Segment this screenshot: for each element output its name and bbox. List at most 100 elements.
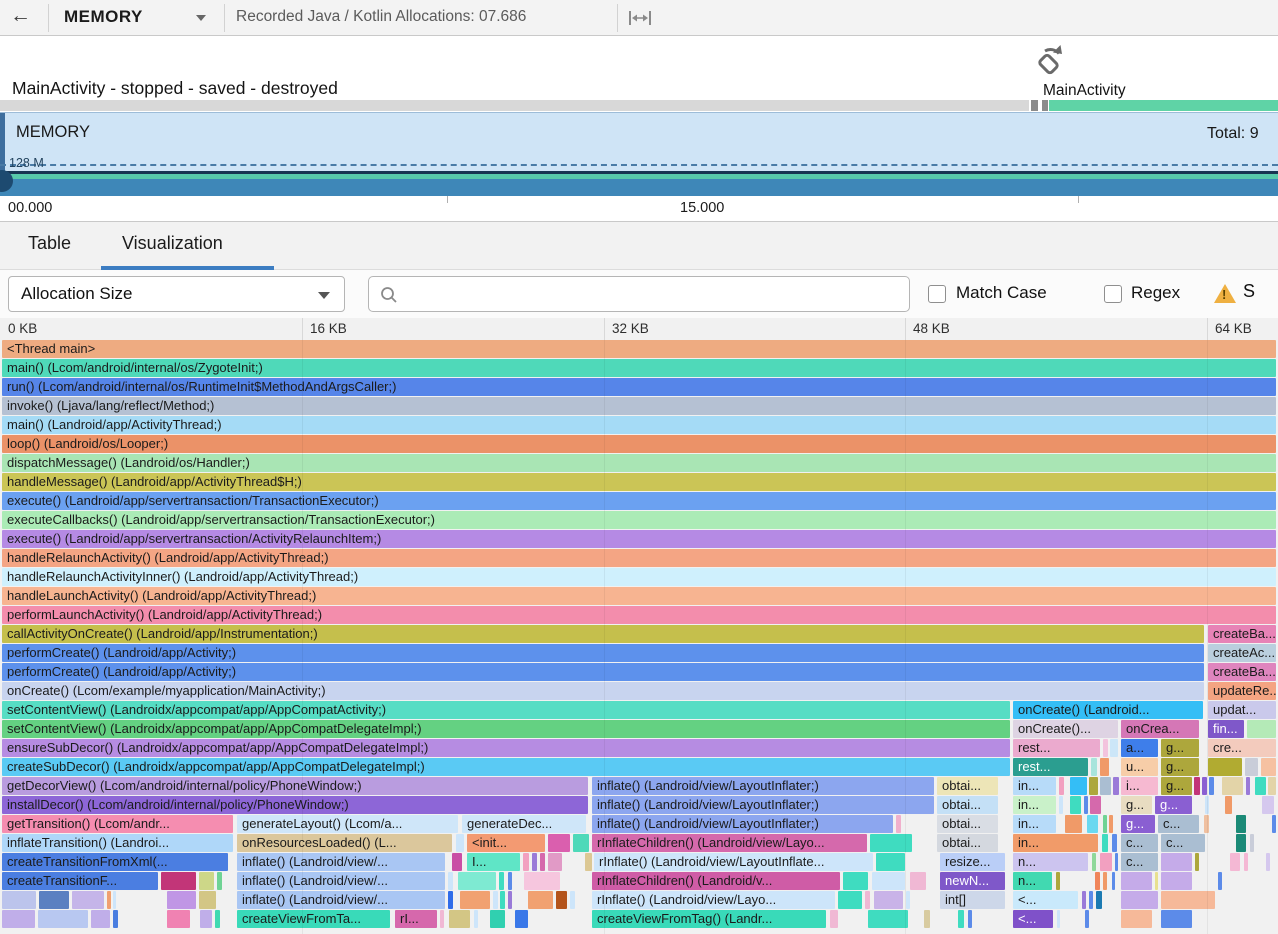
flame-segment[interactable]: rInflate() (Landroid/view/Layo... — [592, 891, 835, 909]
flame-segment[interactable]: getTransition() (Lcom/andr... — [2, 815, 233, 833]
flame-segment[interactable]: rInflate() (Landroid/view/LayoutInflate.… — [594, 853, 873, 871]
flame-segment[interactable]: createTransitionFromXml(... — [2, 853, 228, 871]
flame-sliver[interactable] — [1100, 758, 1109, 776]
tab-visualization[interactable]: Visualization — [122, 233, 223, 253]
flame-sliver[interactable] — [1247, 720, 1276, 738]
flame-segment[interactable]: cre... — [1208, 739, 1276, 757]
flame-sliver[interactable] — [1059, 777, 1064, 795]
flame-sliver[interactable] — [91, 910, 110, 928]
flame-sliver[interactable] — [1112, 872, 1115, 890]
flame-sliver[interactable] — [1225, 796, 1232, 814]
flame-sliver[interactable] — [1121, 910, 1152, 928]
flame-segment[interactable]: main() (Lcom/android/internal/os/ZygoteI… — [2, 359, 1276, 377]
flame-sliver[interactable] — [1255, 777, 1266, 795]
flame-segment[interactable]: g... — [1161, 739, 1199, 757]
flame-segment[interactable]: handleRelaunchActivityInner() (Landroid/… — [2, 568, 1276, 586]
flame-sliver[interactable] — [924, 910, 930, 928]
flame-segment[interactable]: in... — [1013, 815, 1056, 833]
flame-segment[interactable]: inflate() (Landroid/view/LayoutInflater;… — [592, 777, 934, 795]
flame-sliver[interactable] — [2, 891, 36, 909]
flame-sliver[interactable] — [1113, 777, 1119, 795]
flame-segment[interactable]: n... — [1013, 853, 1088, 871]
back-button[interactable]: ← — [10, 4, 31, 27]
flame-sliver[interactable] — [830, 910, 838, 928]
flame-segment[interactable]: updateRe... — [1208, 682, 1276, 700]
flame-sliver[interactable] — [1100, 853, 1112, 871]
flame-sliver[interactable] — [896, 815, 901, 833]
flame-segment[interactable]: rInflateChildren() (Landroid/v... — [592, 872, 840, 890]
flame-segment[interactable]: in... — [1013, 796, 1056, 814]
flame-segment[interactable]: handleRelaunchActivity() (Landroid/app/A… — [2, 549, 1276, 567]
flame-sliver[interactable] — [1161, 853, 1192, 871]
flame-segment[interactable]: generateDec... — [462, 815, 586, 833]
flame-sliver[interactable] — [107, 891, 111, 909]
flame-segment[interactable]: resize... — [940, 853, 1005, 871]
flame-segment[interactable]: I... — [467, 853, 520, 871]
flame-segment[interactable]: rI... — [395, 910, 437, 928]
flame-sliver[interactable] — [865, 891, 870, 909]
flame-segment[interactable]: onCrea... — [1121, 720, 1199, 738]
flame-sliver[interactable] — [1194, 777, 1200, 795]
flame-sliver[interactable] — [38, 910, 88, 928]
flame-sliver[interactable] — [113, 910, 118, 928]
flame-segment[interactable]: c... — [1121, 834, 1158, 852]
flame-segment[interactable]: setContentView() (Landroidx/appcompat/ap… — [2, 720, 1010, 738]
flame-sliver[interactable] — [1121, 872, 1152, 890]
flame-segment[interactable]: executeCallbacks() (Landroid/app/servert… — [2, 511, 1276, 529]
flame-segment[interactable]: in... — [1013, 834, 1098, 852]
flame-sliver[interactable] — [1085, 910, 1089, 928]
flame-sliver[interactable] — [838, 891, 862, 909]
flame-sliver[interactable] — [72, 891, 104, 909]
flame-segment[interactable]: <... — [1013, 910, 1053, 928]
flame-segment[interactable]: obtai... — [937, 815, 998, 833]
flame-segment[interactable]: g... — [1155, 796, 1192, 814]
flame-sliver[interactable] — [1245, 758, 1258, 776]
flame-segment[interactable]: handleLaunchActivity() (Landroid/app/Act… — [2, 587, 1276, 605]
flame-segment[interactable]: createViewFromTa... — [237, 910, 390, 928]
flame-segment[interactable]: a... — [1121, 739, 1158, 757]
flame-sliver[interactable] — [161, 872, 196, 890]
tab-table[interactable]: Table — [28, 233, 72, 253]
flame-segment[interactable]: run() (Lcom/android/internal/os/RuntimeI… — [2, 378, 1276, 396]
flame-segment[interactable]: performCreate() (Landroid/app/Activity;) — [2, 644, 1204, 662]
flame-sliver[interactable] — [1262, 796, 1274, 814]
flame-sliver[interactable] — [843, 872, 868, 890]
flame-sliver[interactable] — [1204, 815, 1209, 833]
flame-sliver[interactable] — [1103, 872, 1107, 890]
search-input[interactable] — [405, 279, 903, 309]
flame-segment[interactable]: inflateTransition() (Landroi... — [2, 834, 233, 852]
flame-segment[interactable]: inflate() (Landroid/view/LayoutInflater;… — [592, 815, 893, 833]
flame-sliver[interactable] — [1059, 796, 1063, 814]
flame-sliver[interactable] — [456, 834, 464, 852]
flame-sliver[interactable] — [585, 853, 592, 871]
flame-sliver[interactable] — [508, 872, 512, 890]
flame-segment[interactable]: <init... — [467, 834, 545, 852]
zoom-to-fit-icon[interactable] — [628, 10, 652, 31]
flame-sliver[interactable] — [1236, 834, 1246, 852]
flame-segment[interactable]: obtai... — [937, 796, 998, 814]
flame-sliver[interactable] — [1095, 872, 1100, 890]
flame-segment[interactable]: in... — [1013, 777, 1056, 795]
flame-sliver[interactable] — [449, 910, 470, 928]
flame-segment[interactable]: c... — [1158, 815, 1199, 833]
flame-sliver[interactable] — [1208, 758, 1242, 776]
flame-segment[interactable]: inflate() (Landroid/view/LayoutInflater;… — [592, 796, 934, 814]
flame-segment[interactable]: setContentView() (Landroidx/appcompat/ap… — [2, 701, 1010, 719]
flame-sliver[interactable] — [440, 910, 444, 928]
flame-sliver[interactable] — [217, 872, 222, 890]
flame-sliver[interactable] — [474, 910, 478, 928]
flame-sliver[interactable] — [1205, 796, 1209, 814]
flame-segment[interactable]: onCreate() (Landroid... — [1013, 701, 1203, 719]
flame-sliver[interactable] — [493, 891, 498, 909]
selection-edge[interactable] — [0, 113, 5, 197]
flame-sliver[interactable] — [1102, 834, 1108, 852]
memory-chart-panel[interactable]: MEMORY 128 M Total: 9 — [0, 112, 1278, 197]
flame-segment[interactable]: n... — [1013, 872, 1052, 890]
range-handle[interactable] — [1031, 100, 1038, 111]
chevron-down-icon[interactable] — [196, 15, 206, 21]
flame-sliver[interactable] — [1089, 777, 1098, 795]
flame-segment[interactable]: obtai... — [937, 834, 998, 852]
flame-segment[interactable]: ensureSubDecor() (Landroidx/appcompat/ap… — [2, 739, 1010, 757]
flame-sliver[interactable] — [215, 910, 220, 928]
flame-segment[interactable]: createAc... — [1208, 644, 1276, 662]
